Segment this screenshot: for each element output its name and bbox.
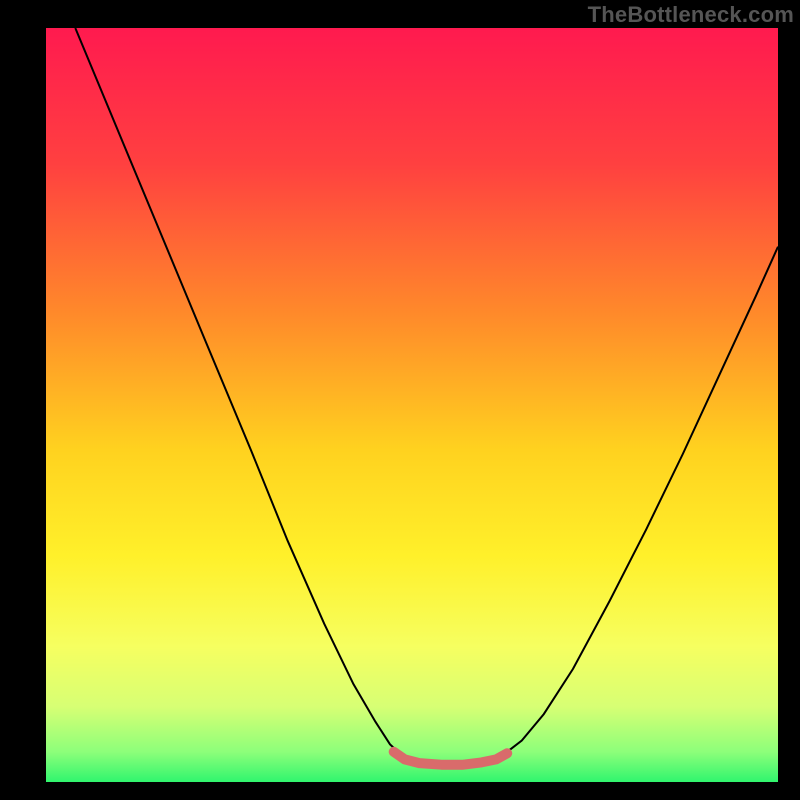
bottleneck-chart [0,0,800,800]
chart-canvas: TheBottleneck.com [0,0,800,800]
plot-background [46,28,778,782]
watermark-text: TheBottleneck.com [588,2,794,28]
